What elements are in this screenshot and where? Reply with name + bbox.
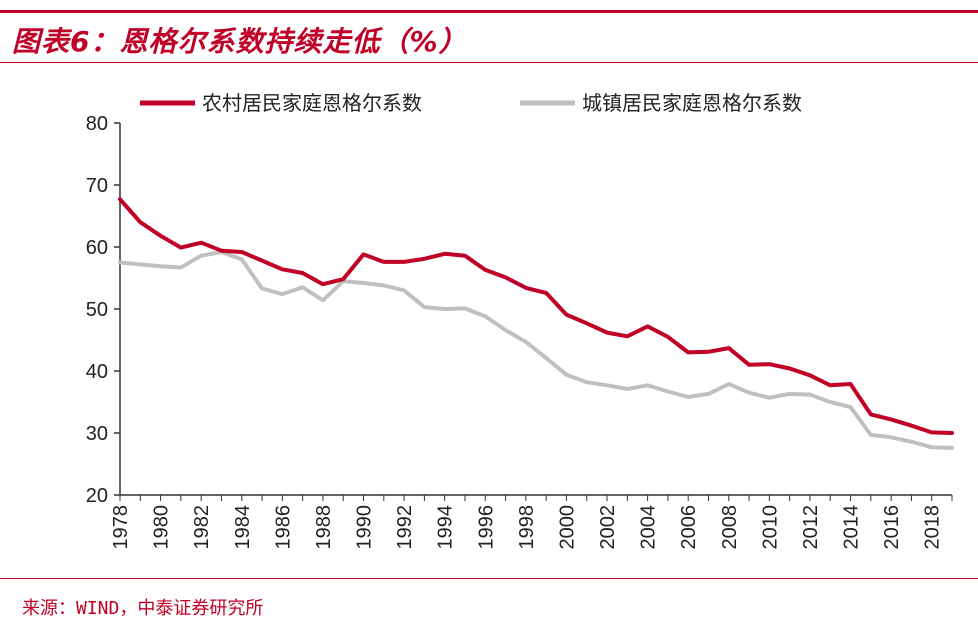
legend-label-urban: 城镇居民家庭恩格尔系数 — [582, 91, 802, 115]
x-tick-label: 2016 — [881, 505, 903, 550]
x-tick-label: 1986 — [272, 505, 294, 550]
x-tick-label: 2012 — [800, 505, 822, 550]
engel-coefficient-chart: 农村居民家庭恩格尔系数 城镇居民家庭恩格尔系数 20 30 40 50 60 70 80 197… — [86, 91, 954, 550]
legend: 农村居民家庭恩格尔系数 城镇居民家庭恩格尔系数 — [140, 91, 802, 115]
series-layer — [118, 197, 954, 450]
x-tick-label: 2008 — [719, 505, 741, 550]
x-tick-label: 2006 — [678, 505, 700, 550]
rural-series-line — [118, 197, 954, 435]
title-divider — [0, 62, 978, 63]
source-note: 来源：WIND，中泰证券研究所 — [22, 598, 264, 619]
page-title: 图表6：恩格尔系数持续走低（%） — [12, 25, 468, 58]
urban-series-line — [118, 250, 954, 450]
x-tick-label: 1998 — [516, 505, 538, 550]
x-tick-label: 2010 — [759, 505, 781, 550]
x-tick-label: 2014 — [841, 505, 863, 550]
top-accent-rule — [0, 10, 978, 13]
y-tick-label: 50 — [86, 299, 108, 321]
x-tick-label: 1992 — [394, 505, 416, 550]
x-tick-label: 1990 — [354, 505, 376, 550]
x-tick-label: 2002 — [597, 505, 619, 550]
y-tick-label: 40 — [86, 361, 108, 383]
x-tick-label: 1996 — [475, 505, 497, 550]
x-tick-label: 2018 — [922, 505, 944, 550]
y-tick-label: 20 — [86, 485, 108, 507]
x-tick-label: 2004 — [638, 505, 660, 550]
x-tick-label: 1994 — [435, 505, 457, 550]
x-tick-label: 1982 — [191, 505, 213, 550]
y-tick-label: 60 — [86, 237, 108, 259]
x-tick-label: 1978 — [110, 505, 132, 550]
legend-label-rural: 农村居民家庭恩格尔系数 — [202, 91, 422, 115]
x-tick-label: 1988 — [313, 505, 335, 550]
x-tick-label: 1980 — [151, 505, 173, 550]
y-tick-label: 80 — [86, 113, 108, 135]
x-tick-label: 2000 — [556, 505, 578, 550]
axes: 20 30 40 50 60 70 80 1978 1980 1982 1984 1986 1988 19… — [86, 113, 953, 550]
y-tick-label: 70 — [86, 175, 108, 197]
y-tick-label: 30 — [86, 423, 108, 445]
x-tick-label: 1984 — [232, 505, 254, 550]
footer-divider — [0, 578, 978, 579]
